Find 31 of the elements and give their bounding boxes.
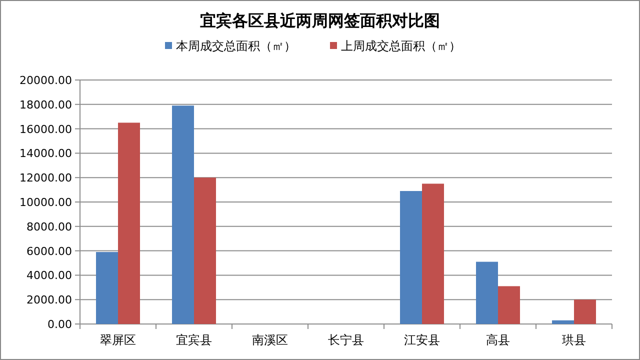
- chart-title: 宜宾各区县近两周网签面积对比图: [200, 11, 440, 30]
- bar: [498, 286, 520, 324]
- bar: [422, 184, 444, 324]
- bar: [194, 178, 216, 324]
- y-tick-label: 20000.00: [20, 74, 72, 87]
- y-tick-label: 16000.00: [20, 122, 72, 136]
- legend-label: 上周成交总面积（㎡）: [341, 39, 461, 53]
- bar: [574, 300, 596, 324]
- bar: [552, 320, 574, 324]
- y-tick-label: 12000.00: [20, 172, 72, 185]
- legend-label: 本周成交总面积（㎡）: [176, 39, 296, 53]
- bar: [476, 262, 498, 324]
- x-tick-label: 高县: [486, 333, 510, 347]
- x-tick-label: 珙县: [562, 333, 586, 347]
- x-tick-label: 长宁县: [328, 333, 364, 347]
- x-tick-label: 江安县: [404, 333, 440, 347]
- bar: [96, 252, 118, 324]
- bar: [172, 106, 194, 324]
- y-tick-label: 2000.00: [26, 294, 72, 307]
- y-tick-label: 18000.00: [20, 98, 72, 112]
- y-tick-label: 4000.00: [26, 269, 72, 282]
- x-tick-label: 南溪区: [252, 333, 288, 347]
- y-tick-label: 0.00: [48, 318, 72, 331]
- bar: [118, 122, 140, 324]
- y-tick-label: 14000.00: [20, 147, 72, 160]
- x-tick-label: 翠屏区: [100, 333, 136, 347]
- x-tick-label: 宜宾县: [176, 333, 212, 347]
- y-tick-label: 8000.00: [26, 220, 72, 234]
- y-tick-label: 6000.00: [26, 244, 72, 258]
- y-tick-label: 10000.00: [20, 196, 72, 209]
- bar: [400, 191, 422, 324]
